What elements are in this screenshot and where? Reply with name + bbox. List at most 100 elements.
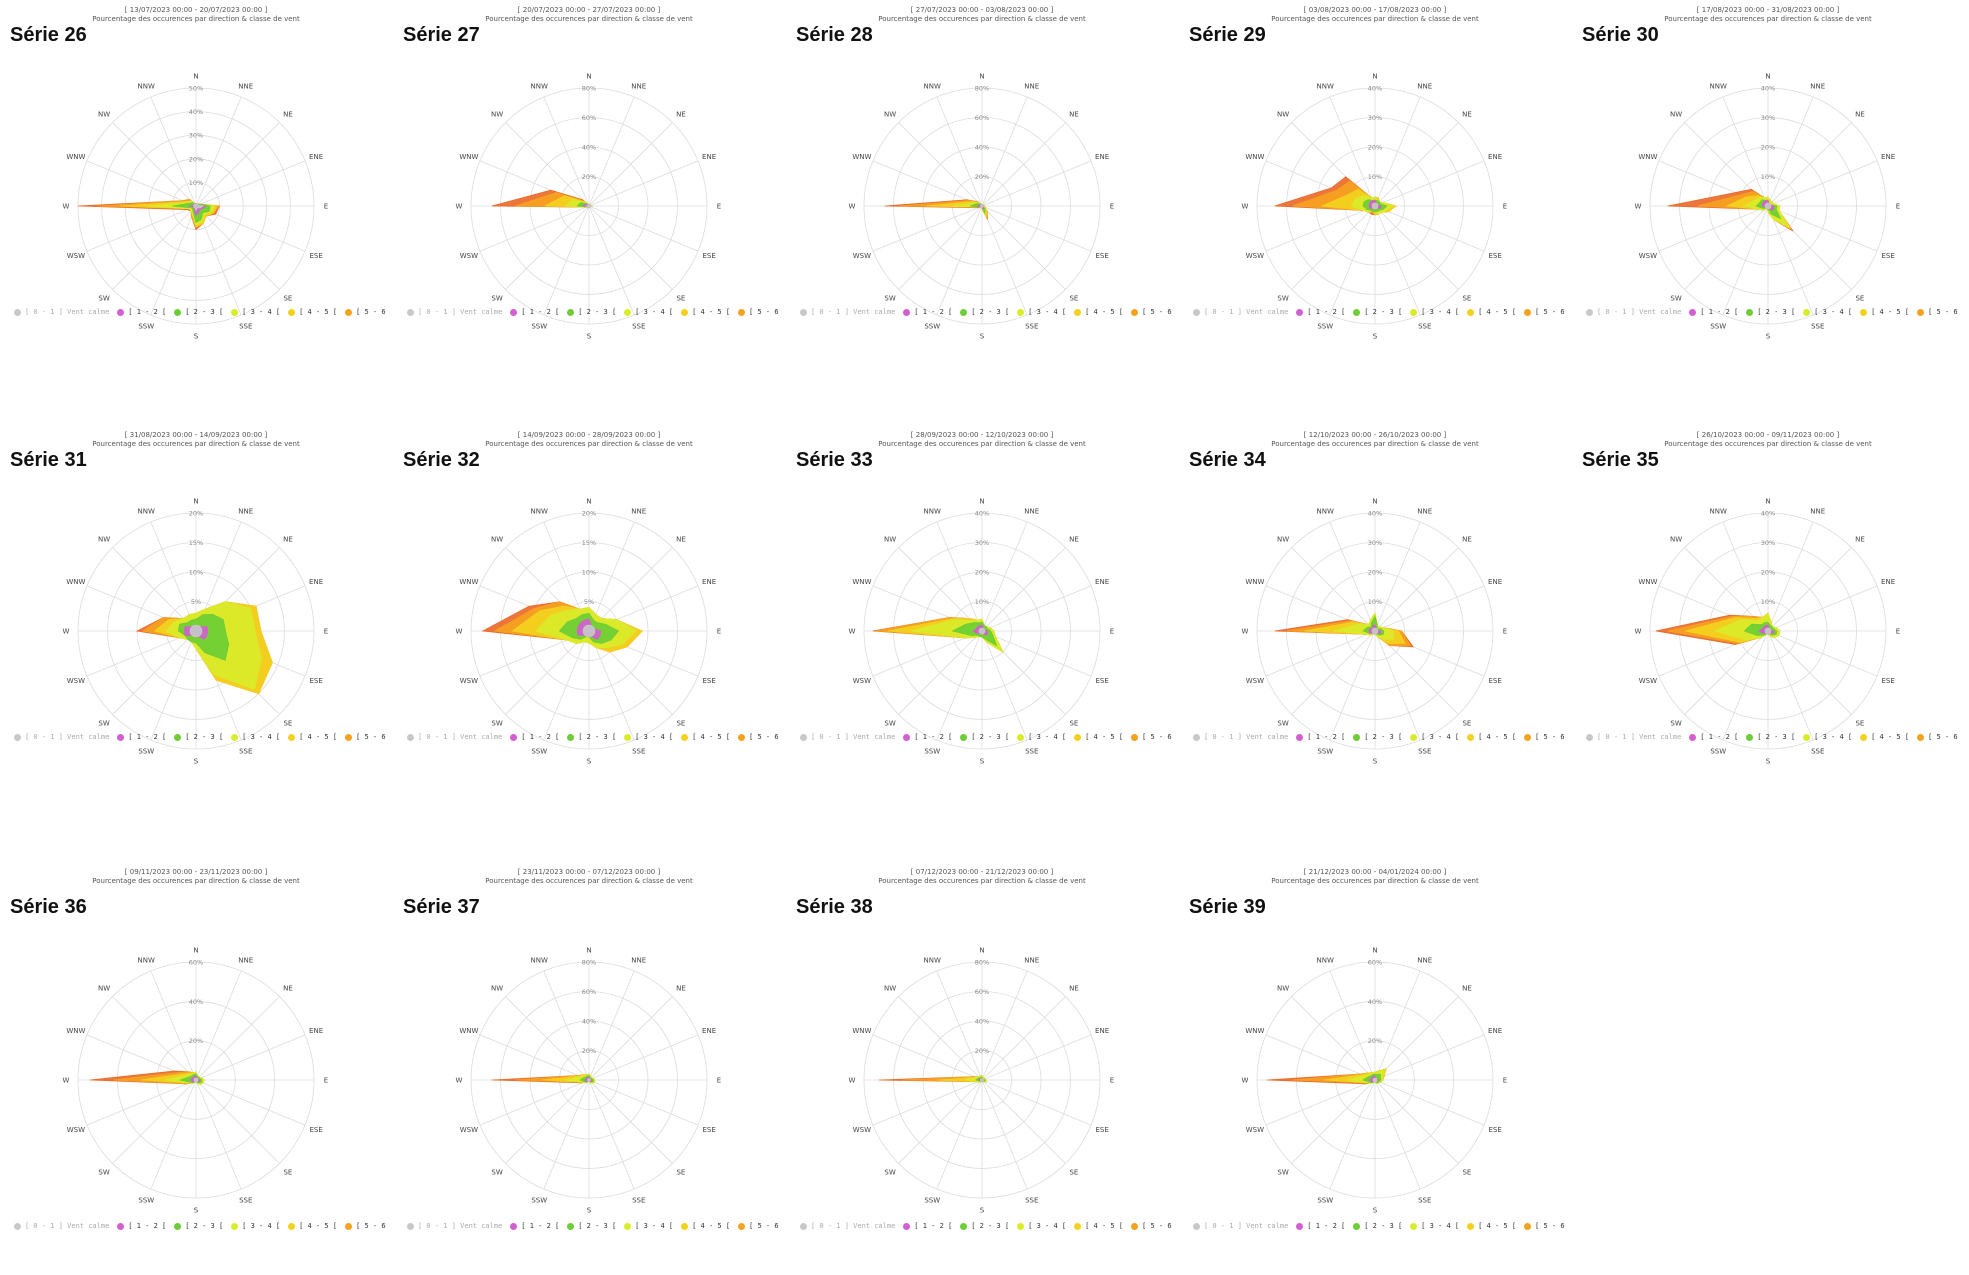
legend-item[interactable]: [ 2 - 3 [: [1353, 308, 1402, 316]
legend-item[interactable]: [ 3 - 4 [: [1017, 1222, 1066, 1230]
legend-item[interactable]: [ 3 - 4 [: [624, 733, 673, 741]
legend-item[interactable]: [ 4 - 5 [: [1074, 1222, 1123, 1230]
grid-spoke: [505, 1079, 590, 1164]
legend-dot-icon: [960, 1222, 968, 1230]
tick-label: 80%: [582, 85, 596, 93]
legend-dot-icon: [1017, 308, 1025, 316]
legend-item[interactable]: [ 1 - 2 [: [510, 1222, 559, 1230]
legend-item[interactable]: [ 5 - 6 [: [345, 308, 387, 316]
legend-item[interactable]: [ 4 - 5 [: [681, 308, 730, 316]
legend-item[interactable]: [ 2 - 3 [: [1746, 733, 1795, 741]
wind-rose-panel: Série 33 [ 28/09/2023 00:00 - 12/10/2023 …: [786, 425, 1179, 850]
legend-item[interactable]: [ 0 - 1 ] Vent calme: [800, 308, 895, 316]
legend-item[interactable]: [ 5 - 6 [: [1524, 308, 1566, 316]
legend-item[interactable]: [ 1 - 2 [: [1296, 308, 1345, 316]
grid-spoke: [1767, 630, 1814, 741]
direction-label: NNW: [138, 956, 155, 964]
legend-item[interactable]: [ 4 - 5 [: [288, 733, 337, 741]
legend-item[interactable]: [ 5 - 6 [: [1131, 308, 1173, 316]
legend-item[interactable]: [ 0 - 1 ] Vent calme: [800, 1222, 895, 1230]
legend-item[interactable]: [ 0 - 1 ] Vent calme: [407, 308, 502, 316]
legend-item[interactable]: [ 2 - 3 [: [1353, 733, 1402, 741]
legend-item[interactable]: [ 0 - 1 ] Vent calme: [1193, 308, 1288, 316]
direction-label: SW: [1277, 294, 1288, 302]
legend-item[interactable]: [ 3 - 4 [: [1410, 733, 1459, 741]
legend-item[interactable]: [ 2 - 3 [: [960, 1222, 1009, 1230]
direction-label: SSW: [1710, 323, 1726, 331]
grid-spoke: [1374, 205, 1485, 252]
legend-item[interactable]: [ 4 - 5 [: [1467, 308, 1516, 316]
legend-item[interactable]: [ 0 - 1 ] Vent calme: [14, 1222, 109, 1230]
legend-item[interactable]: [ 4 - 5 [: [1467, 733, 1516, 741]
direction-label: NNE: [1417, 507, 1432, 515]
grid-spoke: [1374, 122, 1459, 207]
direction-label: NNE: [1417, 956, 1432, 964]
legend-dot-icon: [624, 308, 632, 316]
legend-item[interactable]: [ 0 - 1 ] Vent calme: [14, 733, 109, 741]
legend-item[interactable]: [ 5 - 6 [: [1131, 1222, 1173, 1230]
legend-item[interactable]: [ 5 - 6 [: [738, 733, 780, 741]
legend-item[interactable]: [ 1 - 2 [: [1689, 308, 1738, 316]
legend-item[interactable]: [ 0 - 1 ] Vent calme: [1586, 733, 1681, 741]
legend-item[interactable]: [ 2 - 3 [: [960, 733, 1009, 741]
legend-item[interactable]: [ 3 - 4 [: [624, 1222, 673, 1230]
legend-item[interactable]: [ 1 - 2 [: [903, 1222, 952, 1230]
legend-item[interactable]: [ 1 - 2 [: [117, 308, 166, 316]
legend-item[interactable]: [ 3 - 4 [: [624, 308, 673, 316]
legend-item[interactable]: [ 4 - 5 [: [1860, 308, 1909, 316]
legend-item[interactable]: [ 4 - 5 [: [1467, 1222, 1516, 1230]
tick-label: 15%: [189, 539, 203, 547]
legend-item[interactable]: [ 1 - 2 [: [903, 308, 952, 316]
legend-item[interactable]: [ 0 - 1 ] Vent calme: [1586, 308, 1681, 316]
legend-item[interactable]: [ 0 - 1 ] Vent calme: [407, 1222, 502, 1230]
legend-item[interactable]: [ 4 - 5 [: [1860, 733, 1909, 741]
legend-item[interactable]: [ 1 - 2 [: [117, 733, 166, 741]
legend-item[interactable]: [ 2 - 3 [: [174, 308, 223, 316]
legend-item[interactable]: [ 1 - 2 [: [1296, 733, 1345, 741]
legend-item[interactable]: [ 2 - 3 [: [174, 1222, 223, 1230]
legend-item[interactable]: [ 3 - 4 [: [1410, 1222, 1459, 1230]
legend-item[interactable]: [ 0 - 1 ] Vent calme: [14, 308, 109, 316]
legend-item[interactable]: [ 0 - 1 ] Vent calme: [407, 733, 502, 741]
legend-item[interactable]: [ 5 - 6 [: [738, 308, 780, 316]
legend-item[interactable]: [ 3 - 4 [: [231, 308, 280, 316]
legend-item[interactable]: [ 3 - 4 [: [1410, 308, 1459, 316]
legend-item[interactable]: [ 1 - 2 [: [903, 733, 952, 741]
legend-item[interactable]: [ 5 - 6 [: [1524, 733, 1566, 741]
legend-item[interactable]: [ 2 - 3 [: [1353, 1222, 1402, 1230]
legend-item[interactable]: [ 2 - 3 [: [1746, 308, 1795, 316]
legend-item[interactable]: [ 1 - 2 [: [510, 733, 559, 741]
legend-item[interactable]: [ 4 - 5 [: [1074, 733, 1123, 741]
legend-item[interactable]: [ 3 - 4 [: [1803, 308, 1852, 316]
legend-item[interactable]: [ 4 - 5 [: [681, 733, 730, 741]
legend-item[interactable]: [ 5 - 6 [: [1917, 733, 1959, 741]
legend-item[interactable]: [ 1 - 2 [: [510, 308, 559, 316]
legend-item[interactable]: [ 3 - 4 [: [1017, 733, 1066, 741]
legend-item[interactable]: [ 0 - 1 ] Vent calme: [800, 733, 895, 741]
legend-item[interactable]: [ 3 - 4 [: [1803, 733, 1852, 741]
legend-item[interactable]: [ 2 - 3 [: [960, 308, 1009, 316]
legend-item[interactable]: [ 2 - 3 [: [567, 733, 616, 741]
legend-item[interactable]: [ 5 - 6 [: [1131, 733, 1173, 741]
legend-item[interactable]: [ 5 - 6 [: [345, 733, 387, 741]
legend-item[interactable]: [ 1 - 2 [: [117, 1222, 166, 1230]
legend-item[interactable]: [ 4 - 5 [: [681, 1222, 730, 1230]
legend-item[interactable]: [ 5 - 6 [: [345, 1222, 387, 1230]
legend-item[interactable]: [ 3 - 4 [: [231, 733, 280, 741]
legend-item[interactable]: [ 4 - 5 [: [288, 308, 337, 316]
legend-item[interactable]: [ 0 - 1 ] Vent calme: [1193, 733, 1288, 741]
legend-item[interactable]: [ 2 - 3 [: [567, 1222, 616, 1230]
legend-item[interactable]: [ 4 - 5 [: [288, 1222, 337, 1230]
legend-item[interactable]: [ 4 - 5 [: [1074, 308, 1123, 316]
legend-item[interactable]: [ 5 - 6 [: [1917, 308, 1959, 316]
legend-item[interactable]: [ 2 - 3 [: [567, 308, 616, 316]
legend-item[interactable]: [ 5 - 6 [: [738, 1222, 780, 1230]
legend-item[interactable]: [ 0 - 1 ] Vent calme: [1193, 1222, 1288, 1230]
legend-item[interactable]: [ 1 - 2 [: [1296, 1222, 1345, 1230]
legend-item[interactable]: [ 3 - 4 [: [231, 1222, 280, 1230]
legend-item[interactable]: [ 3 - 4 [: [1017, 308, 1066, 316]
legend-item[interactable]: [ 5 - 6 [: [1524, 1222, 1566, 1230]
legend-item[interactable]: [ 1 - 2 [: [1689, 733, 1738, 741]
grid-spoke: [1374, 585, 1485, 632]
legend-item[interactable]: [ 2 - 3 [: [174, 733, 223, 741]
